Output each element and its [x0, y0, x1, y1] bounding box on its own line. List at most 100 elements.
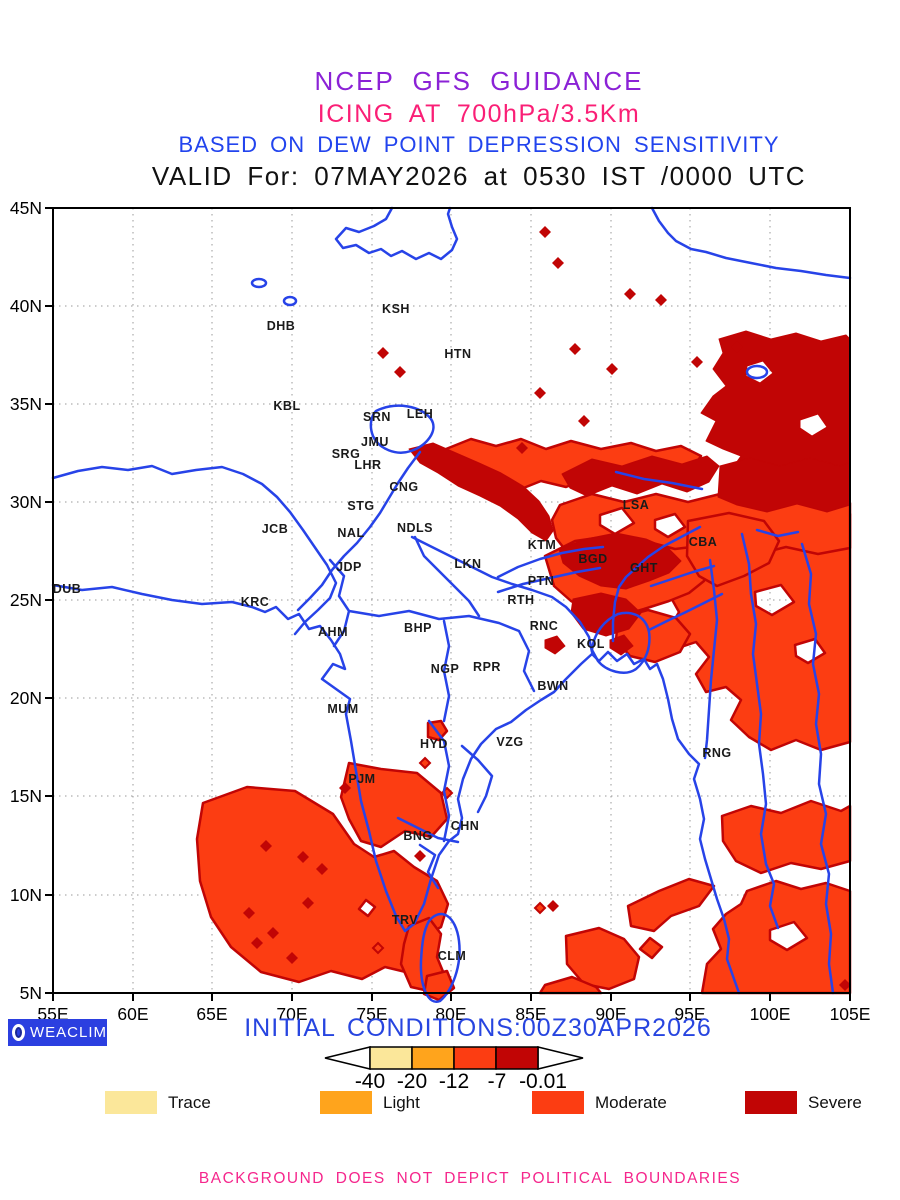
city-label-LHR: LHR	[354, 458, 381, 472]
coastline-3	[419, 912, 461, 1003]
city-label-KOL: KOL	[577, 637, 605, 651]
colorbar-left-arrow	[324, 1046, 371, 1070]
y-tick-label-35N: 35N	[10, 394, 42, 414]
icing-severe-area-3	[408, 442, 554, 542]
logo-text: WEACLIM	[29, 1024, 107, 1041]
page-title: NCEP GFS GUIDANCE	[314, 66, 644, 96]
city-label-JDP: JDP	[336, 560, 362, 574]
icing-severe-dot-22	[339, 782, 351, 794]
y-tick-label-10N: 10N	[10, 885, 42, 905]
city-label-RPR: RPR	[473, 660, 501, 674]
city-label-MUM: MUM	[327, 702, 358, 716]
legend-label-severe: Severe	[808, 1093, 862, 1112]
legend-label-moderate: Moderate	[595, 1093, 667, 1112]
icing-severe-dot-14	[260, 840, 272, 852]
coastlines	[51, 206, 852, 1003]
colorbar-cell-severe	[495, 1046, 539, 1070]
icing-moderate-area-6	[638, 936, 664, 960]
y-tick-label-20N: 20N	[10, 688, 42, 708]
city-label-BWN: BWN	[537, 679, 568, 693]
coastline-5	[650, 206, 852, 280]
city-label-BNG: BNG	[403, 829, 432, 843]
legend-label-trace: Trace	[168, 1093, 211, 1112]
icing-moderate-dot-2	[533, 901, 547, 915]
city-label-LSA: LSA	[623, 498, 650, 512]
y-tick-label-15N: 15N	[10, 786, 42, 806]
icing-severe-dot-17	[267, 927, 279, 939]
coastline-7	[369, 404, 435, 454]
icing-severe-dot-3	[534, 387, 546, 399]
city-label-HTN: HTN	[444, 347, 471, 361]
icing-severe-dot-12	[516, 442, 528, 454]
city-label-NAL: NAL	[337, 526, 364, 540]
header-titles: NCEP GFS GUIDANCE ICING AT 700hPa/3.5Km …	[0, 64, 900, 193]
icing-severe-dot-5	[394, 366, 406, 378]
coastline-4	[334, 206, 459, 261]
city-label-HYD: HYD	[420, 737, 448, 751]
valid-time: VALID For: 07MAY2026 at 0530 IST /0000 U…	[151, 161, 807, 191]
logo-circle-icon	[12, 1024, 25, 1041]
icing-severe-area-7	[609, 634, 634, 656]
coastline-1	[51, 583, 594, 933]
colorbar-cell-moderate	[453, 1046, 497, 1070]
x-tick-label-80E: 80E	[435, 1004, 466, 1024]
colorbar-cell-light	[411, 1046, 455, 1070]
icing-severe-dot-4	[377, 347, 389, 359]
icing-severe-area-6	[544, 635, 566, 655]
coastline-0	[51, 464, 338, 636]
icing-severe-dot-11	[578, 415, 590, 427]
icing-severe-dot-18	[251, 937, 263, 949]
subtitle-level: ICING AT 700hPa/3.5Km	[317, 100, 641, 128]
city-label-PJM: PJM	[348, 772, 375, 786]
city-label-STG: STG	[347, 499, 374, 513]
coastline-8	[410, 535, 594, 654]
coastline-12	[328, 535, 536, 890]
city-label-CNG: CNG	[389, 480, 418, 494]
icing-severe-dot-15	[297, 851, 309, 863]
icing-severe-area-1	[561, 455, 720, 497]
icing-moderate-area-5	[538, 975, 603, 995]
colorbar-label--7: -7	[488, 1070, 507, 1093]
city-label-JCB: JCB	[262, 522, 289, 536]
legend-swatch-severe	[745, 1091, 797, 1114]
y-tick-label-25N: 25N	[10, 590, 42, 610]
icing-severe-area-4	[558, 532, 682, 590]
y-tick-label-5N: 5N	[20, 983, 42, 1003]
city-label-RNG: RNG	[702, 746, 731, 760]
city-label-DUB: DUB	[53, 582, 82, 596]
icing-severe-regions	[243, 226, 851, 991]
city-label-LKN: LKN	[454, 557, 481, 571]
x-tick-label-100E: 100E	[750, 1004, 791, 1024]
lake-0	[250, 277, 268, 289]
city-label-KRC: KRC	[241, 595, 270, 609]
colorbar-label--40: -40	[355, 1070, 385, 1093]
legend-swatch-light	[320, 1091, 372, 1114]
colorbar-label--0.01: -0.01	[519, 1070, 567, 1093]
city-label-LEH: LEH	[407, 407, 434, 421]
y-tick-label-40N: 40N	[10, 296, 42, 316]
icing-moderate-dot-3	[371, 941, 385, 955]
disclaimer-text: BACKGROUND DOES NOT DEPICT POLITICAL BOU…	[198, 1170, 742, 1187]
icing-severe-dot-9	[691, 356, 703, 368]
city-label-PTN: PTN	[528, 574, 555, 588]
icing-moderate-area-4	[564, 926, 641, 991]
icing-moderate-area-8	[626, 877, 716, 933]
city-label-JMU: JMU	[361, 435, 389, 449]
x-tick-label-60E: 60E	[117, 1004, 148, 1024]
city-label-SRG: SRG	[332, 447, 361, 461]
city-label-SRN: SRN	[363, 410, 391, 424]
city-label-NDLS: NDLS	[397, 521, 433, 535]
icing-severe-dot-10	[731, 341, 743, 353]
subtitle-method: BASED ON DEW POINT DEPRESSION SENSITIVIT…	[178, 132, 780, 157]
colorbar-right-arrow	[537, 1046, 584, 1070]
coastline-11	[611, 525, 724, 643]
icing-severe-dot-16	[316, 863, 328, 875]
icing-severe-dot-24	[839, 979, 851, 991]
coastline-6	[296, 450, 422, 612]
coastline-13	[703, 532, 835, 995]
icing-severe-dot-6	[624, 288, 636, 300]
x-tick-label-70E: 70E	[276, 1004, 307, 1024]
icing-severe-area-2	[717, 457, 851, 513]
lake-1	[282, 295, 298, 307]
city-label-BGD: BGD	[578, 552, 607, 566]
